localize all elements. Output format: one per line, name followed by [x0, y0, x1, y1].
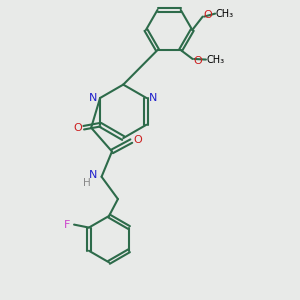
Text: CH₃: CH₃: [216, 9, 234, 19]
Text: O: O: [74, 123, 82, 133]
Text: N: N: [89, 93, 98, 103]
Text: CH₃: CH₃: [206, 55, 224, 64]
Text: F: F: [64, 220, 71, 230]
Text: N: N: [89, 170, 98, 180]
Text: H: H: [83, 178, 91, 188]
Text: O: O: [194, 56, 202, 66]
Text: N: N: [149, 93, 157, 103]
Text: O: O: [204, 10, 212, 20]
Text: O: O: [134, 135, 142, 145]
